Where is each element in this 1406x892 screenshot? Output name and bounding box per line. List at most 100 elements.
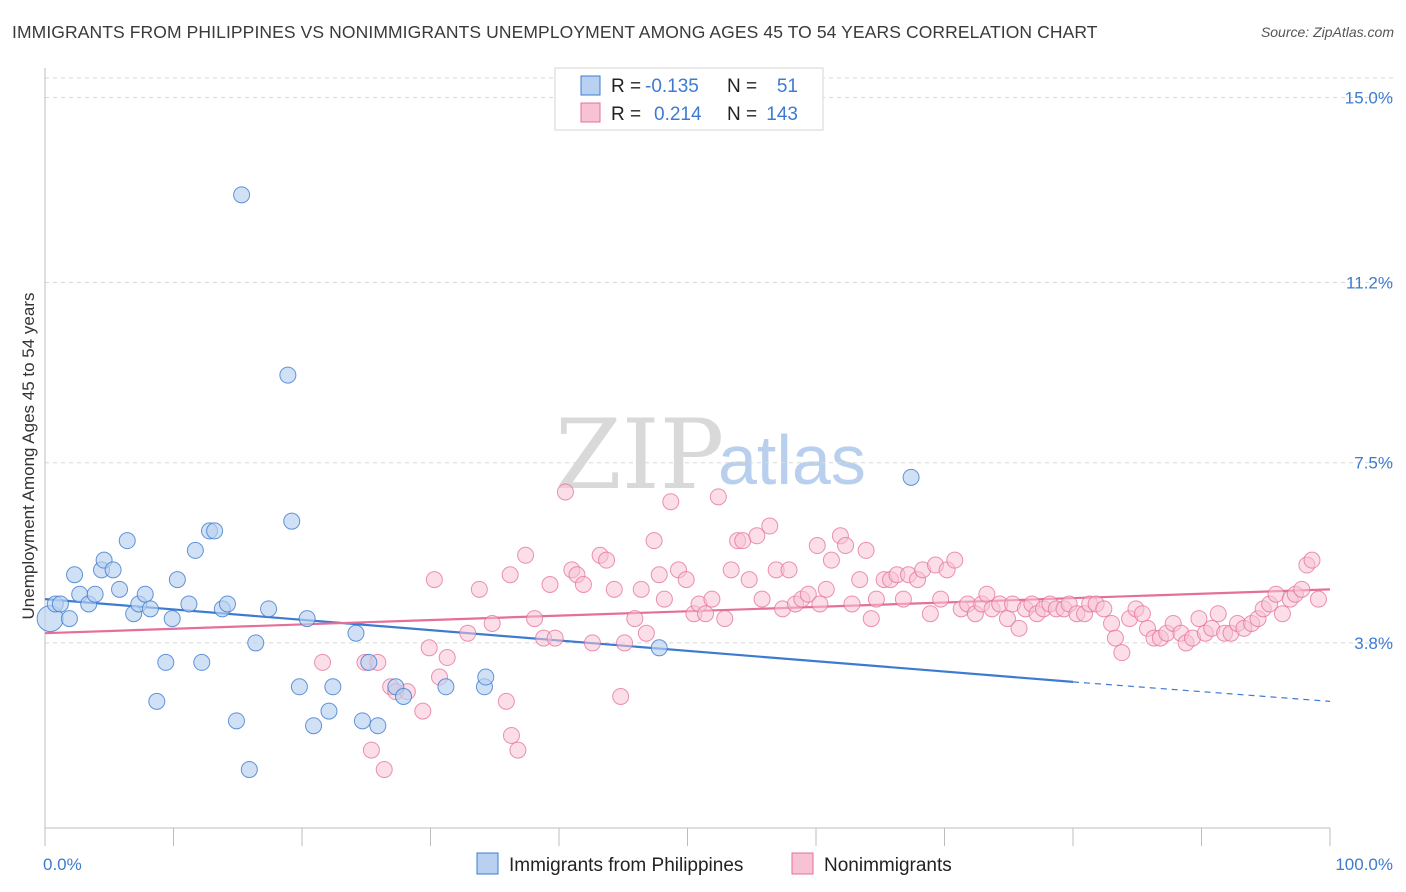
philippines-point-17 — [148, 692, 166, 710]
philippines-point-22 — [186, 541, 204, 559]
philippines-point-7 — [86, 585, 104, 603]
nonimmigrants-point-64 — [811, 595, 829, 613]
nonimmigrants-point-4 — [375, 761, 393, 779]
nonimmigrants-point-83 — [932, 590, 950, 608]
legend-n-value-2: 143 — [766, 104, 798, 125]
nonimmigrants-point-62 — [799, 585, 817, 603]
legend-r-value-1: -0.135 — [645, 76, 699, 97]
philippines-point-25 — [206, 522, 224, 540]
nonimmigrants-point-17 — [501, 566, 519, 584]
philippines-point-20 — [168, 571, 186, 589]
philippines-point-34 — [283, 512, 301, 530]
legend-swatch-blue — [580, 75, 601, 96]
nonimmigrants-point-59 — [780, 561, 798, 579]
source-label: Source: ZipAtlas.com — [1260, 24, 1394, 40]
nonimmigrants-point-23 — [541, 575, 559, 593]
nonimmigrants-point-70 — [851, 571, 869, 589]
nonimmigrants-point-109 — [1103, 614, 1121, 632]
watermark-zip: ZIP — [555, 399, 724, 511]
nonimmigrants-point-0 — [314, 653, 332, 671]
correlation-legend: R = -0.135 N = 51 R = 0.214 N = 143 — [554, 67, 824, 131]
nonimmigrants-point-38 — [645, 532, 663, 550]
nonimmigrants-point-52 — [734, 532, 752, 550]
nonimmigrants-point-2 — [362, 741, 380, 759]
nonimmigrants-point-49 — [716, 610, 734, 628]
philippines-point-33 — [279, 366, 297, 384]
nonimmigrants-point-123 — [1190, 610, 1208, 628]
nonimmigrants-point-34 — [616, 634, 634, 652]
nonimmigrants-point-39 — [650, 566, 668, 584]
philippines-point-49 — [650, 639, 668, 657]
nonimmigrants-points — [314, 483, 1327, 779]
philippines-point-12 — [118, 532, 136, 550]
nonimmigrants-point-56 — [761, 517, 779, 535]
philippines-point-41 — [353, 712, 371, 730]
nonimmigrants-point-69 — [843, 595, 861, 613]
philippines-point-23 — [193, 653, 211, 671]
nonimmigrants-point-108 — [1095, 600, 1113, 618]
philippines-point-30 — [240, 761, 258, 779]
philippines-point-32 — [260, 600, 278, 618]
nonimmigrants-point-25 — [556, 483, 574, 501]
nonimmigrants-point-141 — [1303, 551, 1321, 569]
nonimmigrants-point-18 — [502, 726, 520, 744]
nonimmigrants-point-15 — [483, 614, 501, 632]
legend-n-value-1: 51 — [777, 76, 798, 97]
nonimmigrants-point-35 — [626, 610, 644, 628]
bottom-legend-swatch-blue — [476, 852, 499, 875]
nonimmigrants-point-55 — [753, 590, 771, 608]
nonimmigrants-point-41 — [662, 493, 680, 511]
nonimmigrants-point-63 — [808, 537, 826, 555]
nonimmigrants-point-31 — [598, 551, 616, 569]
philippines-trend-extension — [1072, 681, 1331, 702]
legend-swatch-pink — [580, 102, 601, 123]
y-tick-label-3: 15.0% — [1345, 88, 1393, 107]
nonimmigrants-point-50 — [722, 561, 740, 579]
philippines-point-28 — [227, 712, 245, 730]
nonimmigrants-point-72 — [862, 610, 880, 628]
philippines-point-18 — [157, 653, 175, 671]
y-tick-label-0: 3.8% — [1354, 634, 1393, 653]
legend-r-label-1: R = — [611, 76, 641, 97]
legend-r-value-2: 0.214 — [654, 104, 702, 125]
nonimmigrants-point-54 — [748, 527, 766, 545]
philippines-point-42 — [360, 653, 378, 671]
nonimmigrants-point-126 — [1209, 605, 1227, 623]
nonimmigrants-point-8 — [414, 702, 432, 720]
nonimmigrants-point-135 — [1267, 585, 1285, 603]
philippines-point-36 — [298, 610, 316, 628]
philippines-point-4 — [66, 566, 84, 584]
philippines-point-3 — [60, 610, 78, 628]
philippines-point-40 — [347, 624, 365, 642]
nonimmigrants-point-142 — [1309, 590, 1327, 608]
nonimmigrants-point-24 — [546, 629, 564, 647]
philippines-point-10 — [104, 561, 122, 579]
nonimmigrants-point-16 — [497, 692, 515, 710]
philippines-point-16 — [141, 600, 159, 618]
bottom-legend-swatch-pink — [791, 852, 814, 875]
nonimmigrants-point-65 — [817, 580, 835, 598]
philippines-point-35 — [290, 678, 308, 696]
philippines-point-27 — [218, 595, 236, 613]
nonimmigrants-point-85 — [946, 551, 964, 569]
nonimmigrants-point-37 — [637, 624, 655, 642]
grid-lines — [45, 77, 1395, 644]
nonimmigrants-point-66 — [822, 551, 840, 569]
nonimmigrants-point-21 — [526, 610, 544, 628]
legend-n-label-2: N = — [727, 104, 757, 125]
bottom-legend-label-nonimmigrants: Nonimmigrants — [824, 855, 952, 876]
nonimmigrants-point-95 — [1010, 619, 1028, 637]
nonimmigrants-point-114 — [1133, 605, 1151, 623]
philippines-point-21 — [180, 595, 198, 613]
x-tick-label-start: 0.0% — [43, 855, 82, 874]
philippines-point-45 — [395, 688, 413, 706]
nonimmigrants-point-73 — [867, 590, 885, 608]
legend-n-label-1: N = — [727, 76, 757, 97]
nonimmigrants-point-10 — [425, 571, 443, 589]
nonimmigrants-point-139 — [1293, 580, 1311, 598]
philippines-point-19 — [163, 610, 181, 628]
nonimmigrants-point-40 — [655, 590, 673, 608]
bottom-legend: Immigrants from Philippines Nonimmigrant… — [476, 852, 952, 876]
nonimmigrants-point-81 — [921, 605, 939, 623]
nonimmigrants-point-136 — [1273, 605, 1291, 623]
